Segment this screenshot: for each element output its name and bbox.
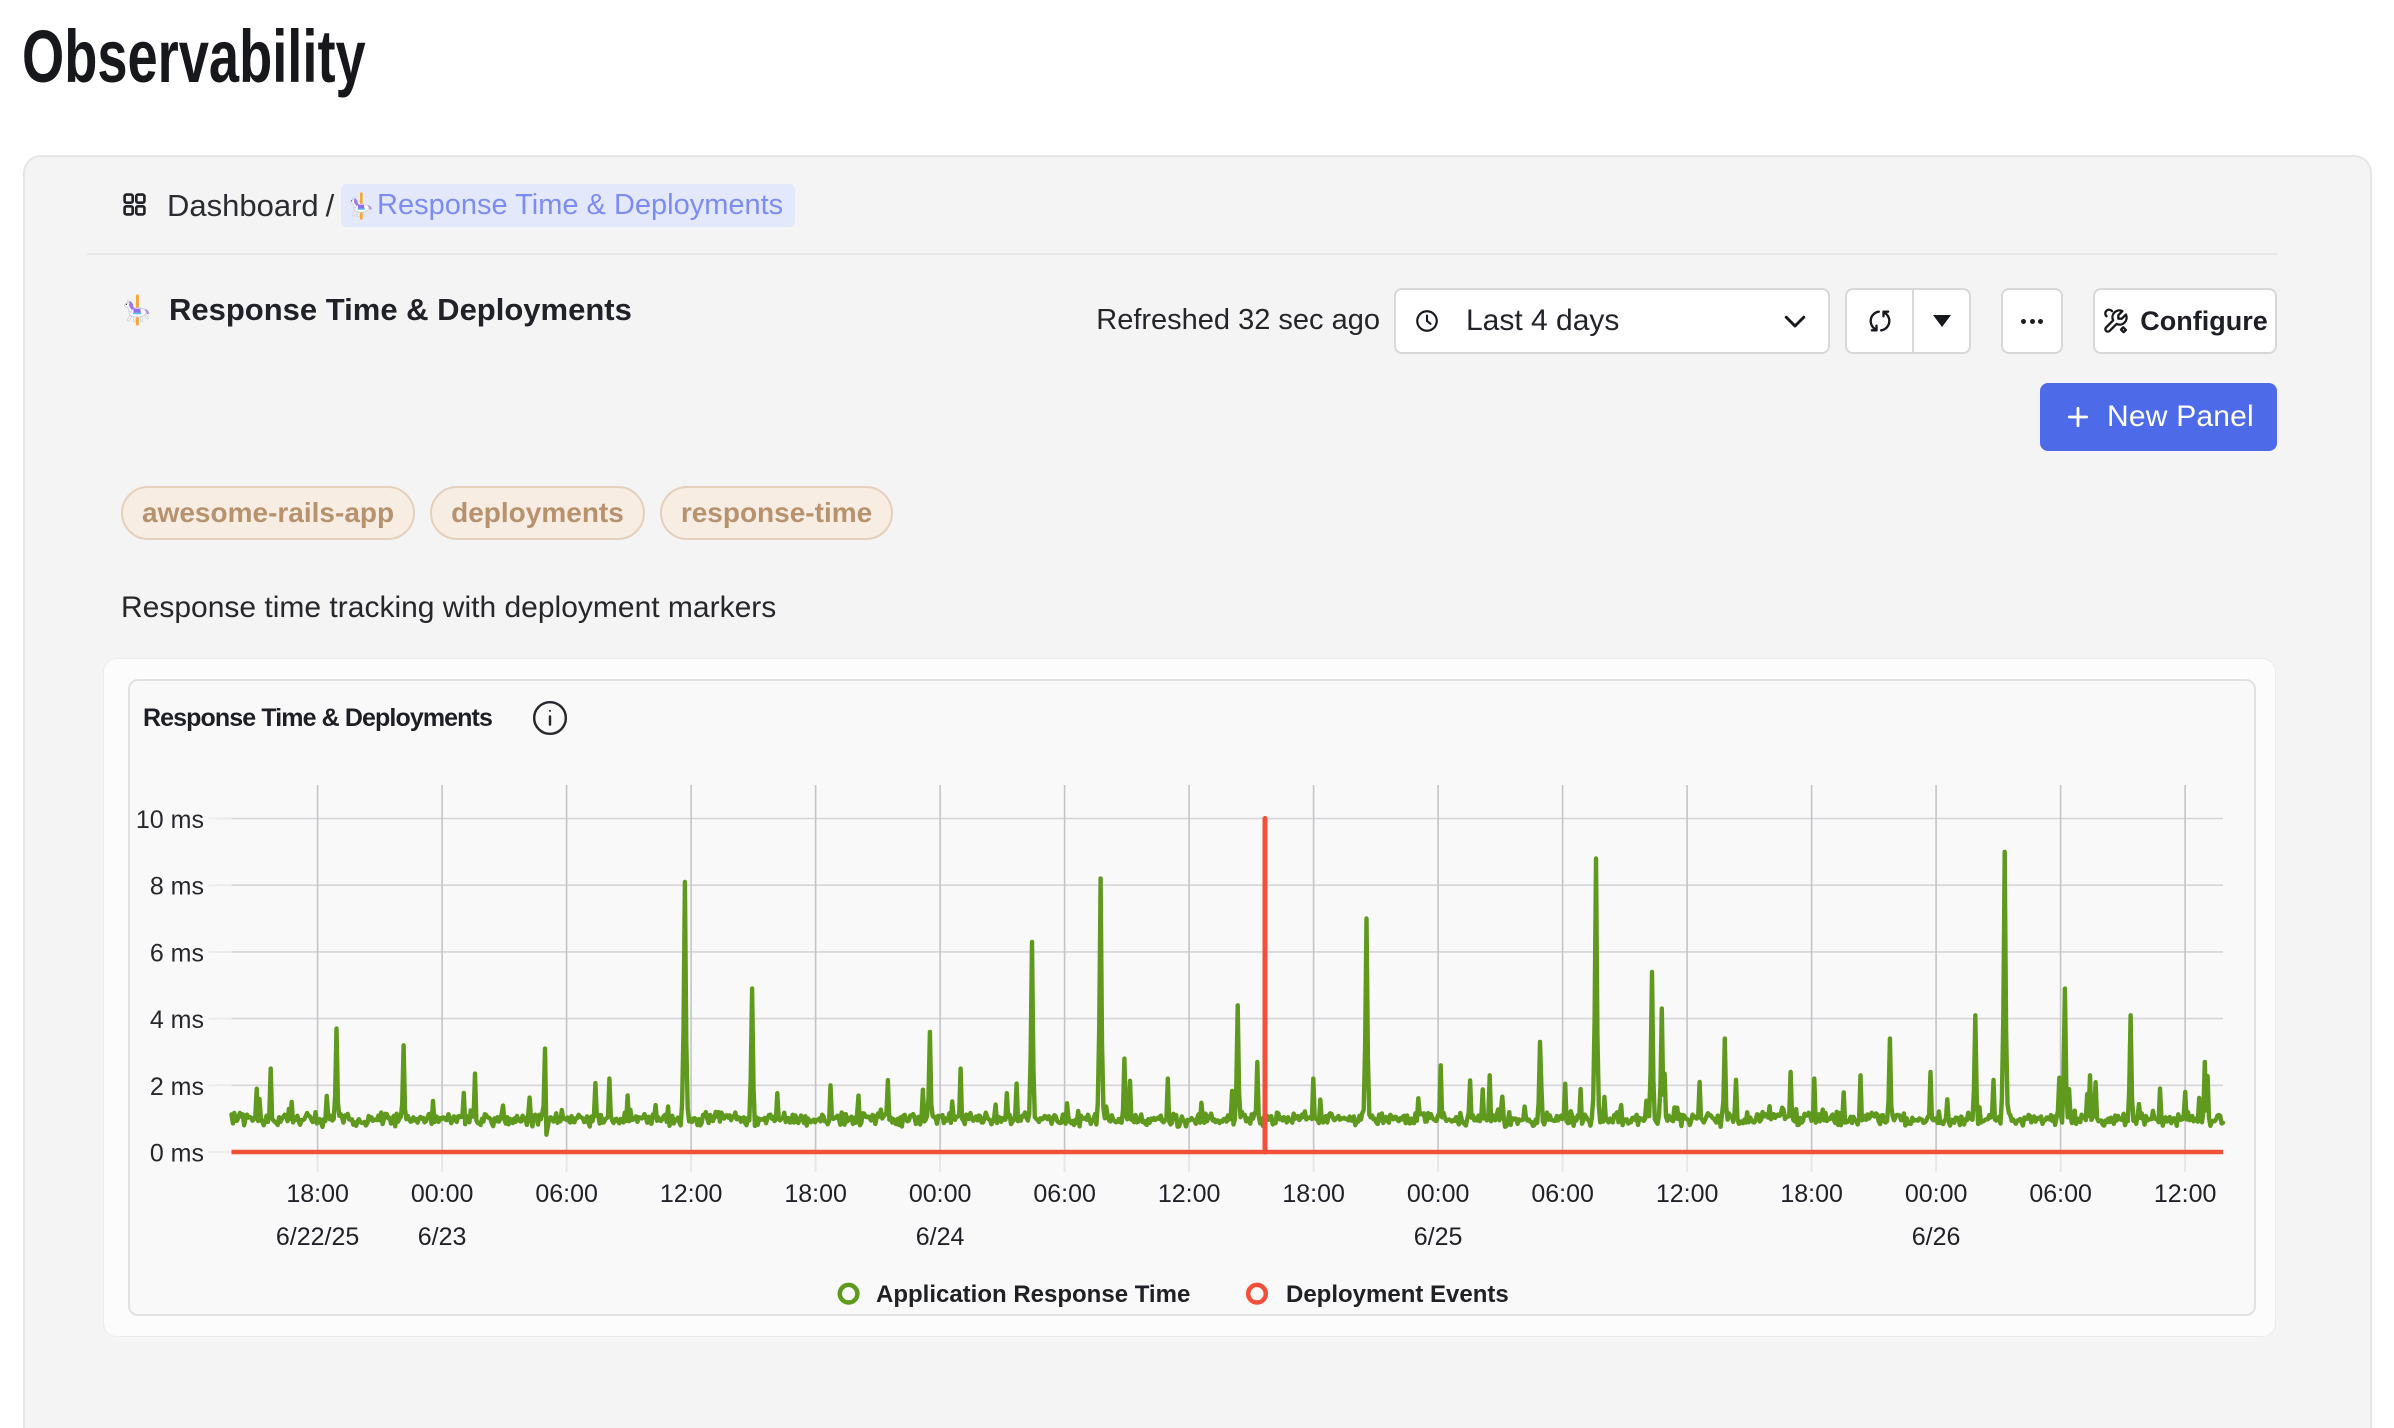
svg-text:12:00: 12:00 xyxy=(1158,1180,1221,1208)
svg-text:00:00: 00:00 xyxy=(411,1180,474,1208)
svg-text:06:00: 06:00 xyxy=(535,1180,598,1208)
svg-text:18:00: 18:00 xyxy=(784,1180,847,1208)
svg-text:10 ms: 10 ms xyxy=(136,806,204,834)
svg-text:6/24: 6/24 xyxy=(916,1223,965,1251)
svg-text:06:00: 06:00 xyxy=(1531,1180,1594,1208)
svg-text:6/22/25: 6/22/25 xyxy=(276,1223,359,1251)
svg-text:06:00: 06:00 xyxy=(2029,1180,2092,1208)
svg-text:6/23: 6/23 xyxy=(418,1223,467,1251)
svg-text:18:00: 18:00 xyxy=(286,1180,349,1208)
svg-text:12:00: 12:00 xyxy=(2154,1180,2217,1208)
svg-text:8 ms: 8 ms xyxy=(150,873,204,901)
svg-text:2 ms: 2 ms xyxy=(150,1073,204,1101)
svg-text:6 ms: 6 ms xyxy=(150,939,204,967)
svg-text:0 ms: 0 ms xyxy=(150,1140,204,1168)
svg-text:06:00: 06:00 xyxy=(1033,1180,1096,1208)
svg-text:6/25: 6/25 xyxy=(1414,1223,1463,1251)
svg-text:12:00: 12:00 xyxy=(1656,1180,1719,1208)
svg-text:4 ms: 4 ms xyxy=(150,1006,204,1034)
svg-text:6/26: 6/26 xyxy=(1912,1223,1961,1251)
svg-text:00:00: 00:00 xyxy=(1905,1180,1968,1208)
svg-text:18:00: 18:00 xyxy=(1282,1180,1345,1208)
svg-text:12:00: 12:00 xyxy=(660,1180,723,1208)
svg-text:Deployment Events: Deployment Events xyxy=(1286,1281,1509,1308)
svg-text:18:00: 18:00 xyxy=(1780,1180,1843,1208)
svg-text:Application Response Time: Application Response Time xyxy=(876,1281,1190,1308)
svg-text:00:00: 00:00 xyxy=(909,1180,972,1208)
svg-text:00:00: 00:00 xyxy=(1407,1180,1470,1208)
